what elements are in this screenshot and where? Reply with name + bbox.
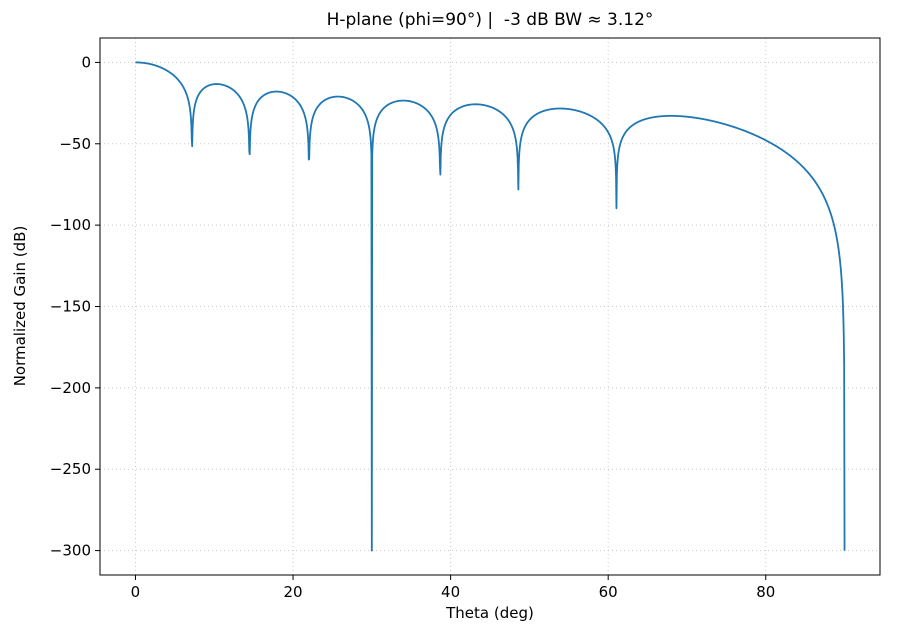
x-tick-label: 0 xyxy=(131,583,141,601)
x-tick-label: 60 xyxy=(599,583,618,601)
x-tick-label: 20 xyxy=(283,583,302,601)
y-tick-label: −150 xyxy=(50,298,91,316)
x-tick-label: 80 xyxy=(756,583,775,601)
y-tick-label: 0 xyxy=(81,53,91,71)
y-tick-label: −300 xyxy=(50,542,91,560)
gain-curve xyxy=(134,61,846,552)
y-tick-label: −50 xyxy=(59,135,91,153)
chart-title: H-plane (phi=90°) | -3 dB BW ≈ 3.12° xyxy=(326,10,654,30)
y-tick-label: −200 xyxy=(50,379,91,397)
y-tick-label: −250 xyxy=(50,460,91,478)
y-tick-label: −100 xyxy=(50,216,91,234)
y-axis-label: Normalized Gain (dB) xyxy=(11,225,29,387)
x-axis-label: Theta (deg) xyxy=(446,604,534,622)
x-tick-label: 40 xyxy=(441,583,460,601)
